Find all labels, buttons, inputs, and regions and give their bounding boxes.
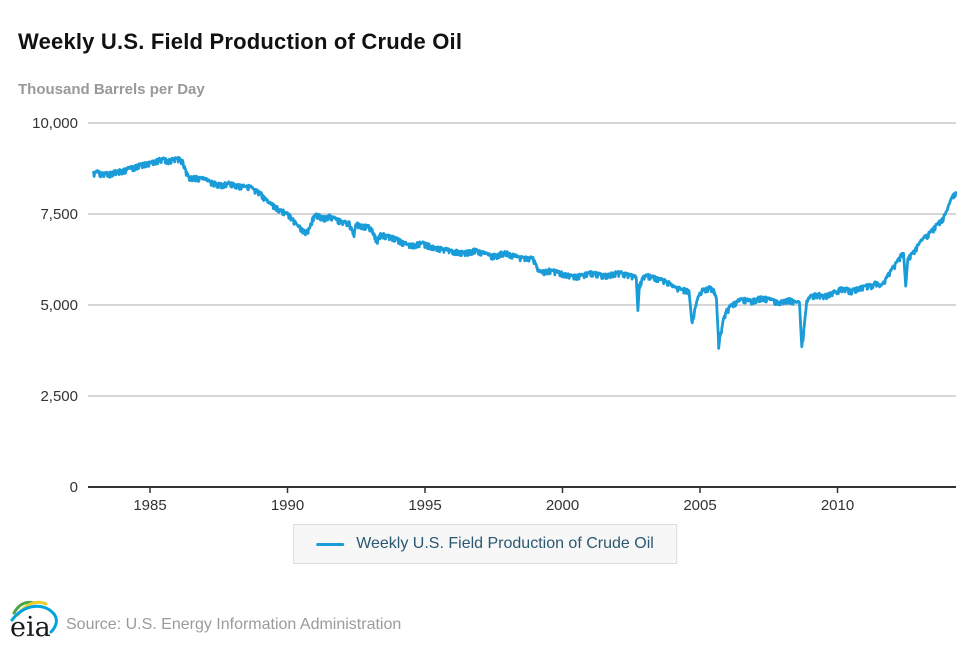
legend-line-swatch — [316, 542, 345, 546]
chart-svg: 0 2,500 5,000 7,500 10,000 1985 1990 1995 2000 20… — [32, 115, 958, 514]
x-tick-label: 1995 — [408, 497, 441, 514]
x-tick-label: 2010 — [821, 497, 854, 514]
eia-logo-text: eia — [10, 612, 51, 642]
x-tick-label: 2005 — [683, 497, 716, 514]
x-tick-label: 2000 — [546, 497, 579, 514]
series-line-weekly-crude-production[interactable] — [92, 156, 958, 350]
y-tick-label: 7,500 — [40, 206, 78, 223]
x-tick-label: 1990 — [271, 497, 304, 514]
y-tick-label: 2,500 — [40, 388, 78, 405]
y-tick-label: 10,000 — [32, 115, 78, 132]
eia-logo-blue-swoosh — [10, 604, 58, 634]
y-tick-label: 0 — [70, 479, 78, 496]
source-attribution: Source: U.S. Energy Information Administ… — [66, 616, 402, 633]
y-axis-unit-label: Thousand Barrels per Day — [18, 81, 205, 98]
eia-logo: eia — [10, 600, 58, 642]
line-chart-plot-area[interactable]: 0 2,500 5,000 7,500 10,000 1985 1990 1995 2000 20… — [0, 100, 970, 530]
page-title: Weekly U.S. Field Production of Crude Oi… — [18, 28, 463, 54]
x-tick-label: 1985 — [133, 497, 166, 514]
legend-box: Weekly U.S. Field Production of Crude Oi… — [293, 524, 677, 564]
legend-item-weekly-crude-production[interactable]: Weekly U.S. Field Production of Crude Oi… — [356, 535, 654, 552]
chart-footer: eia Source: U.S. Energy Information Admi… — [0, 592, 970, 647]
y-tick-label: 5,000 — [40, 297, 78, 314]
